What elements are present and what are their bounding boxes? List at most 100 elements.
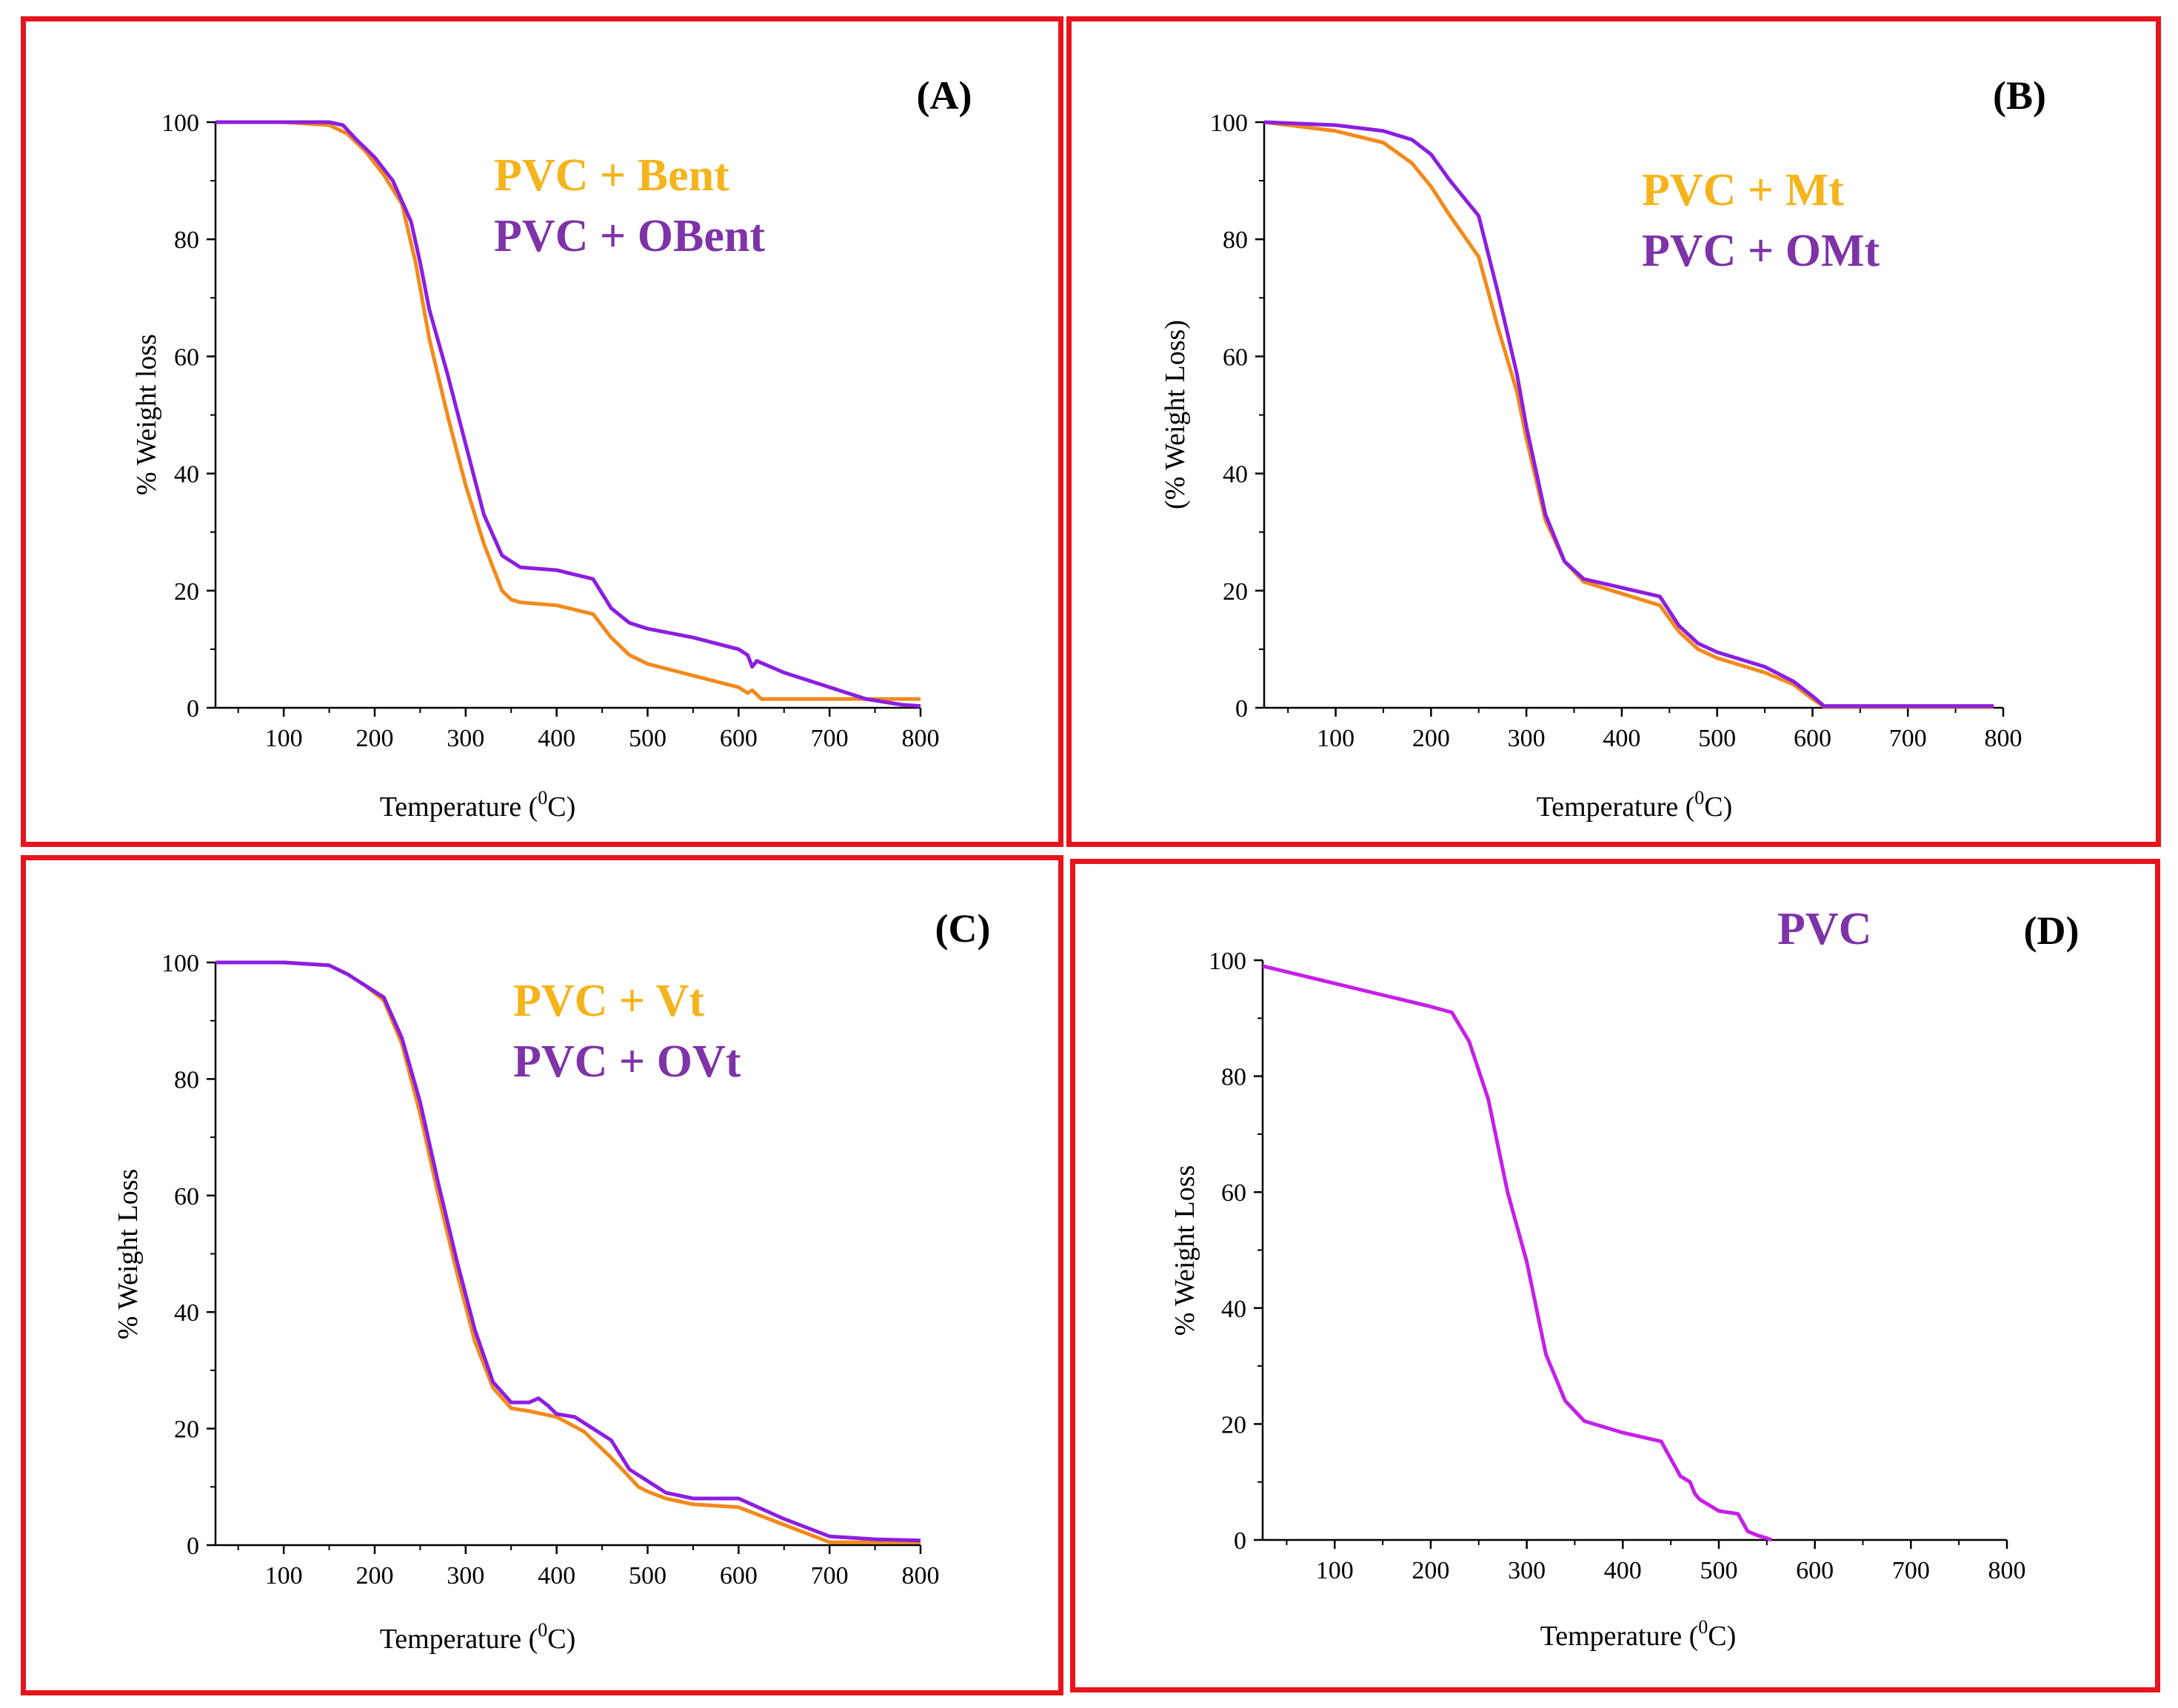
panel-label: (A): [917, 73, 972, 118]
y-axis-title: % Weight loss: [131, 334, 162, 495]
legend-entry: PVC + Mt: [1642, 165, 1844, 215]
x-tick-label: 700: [1889, 725, 1927, 752]
chart-a-svg: 100 200 300 400 500 600 700 800 0 20 40 60 80 100 Temp…: [131, 73, 972, 823]
y-tick-label: 20: [1223, 578, 1248, 606]
x-axis-title-end: C): [1708, 1621, 1736, 1652]
y-tick-label: 100: [1209, 948, 1246, 975]
x-tick-label: 400: [1603, 725, 1640, 752]
x-tick-label: 100: [1316, 1557, 1354, 1584]
x-tick-label: 600: [1796, 1557, 1834, 1584]
x-tick-label: 400: [538, 725, 575, 752]
y-tick-label: 40: [174, 1299, 199, 1327]
panel-label: (C): [935, 906, 991, 951]
y-axis-title: % Weight Loss: [113, 1169, 144, 1340]
x-tick-label: 400: [1604, 1557, 1642, 1584]
x-axis-title: Temperature (0C): [380, 787, 576, 823]
x-axis-title-sup: 0: [1698, 1616, 1708, 1638]
y-tick-label: 0: [187, 695, 199, 723]
y-tick-label: 80: [1221, 1064, 1246, 1091]
y-axis-title: % Weight Loss: [1169, 1165, 1200, 1336]
x-axis-title-sup: 0: [538, 1619, 547, 1641]
y-tick-label: 80: [174, 227, 199, 254]
panel-label: (B): [1993, 73, 2046, 118]
panel-label: (D): [2024, 908, 2080, 953]
x-axis-title-text: Temperature (: [380, 791, 538, 823]
x-tick-label: 500: [629, 1562, 667, 1590]
x-tick-label: 300: [1508, 725, 1546, 752]
y-tick-label: 40: [174, 461, 199, 489]
x-tick-label: 700: [811, 1562, 849, 1590]
x-axis-title-sup: 0: [538, 787, 547, 808]
x-tick-label: 600: [720, 1562, 758, 1590]
y-tick-label: 60: [1221, 1179, 1246, 1207]
x-tick-label: 100: [1317, 725, 1354, 752]
y-tick-label: 100: [1210, 110, 1248, 137]
x-tick-label: 200: [1412, 1557, 1449, 1584]
y-axis-title: (% Weight Loss): [1160, 320, 1191, 509]
series-line-pvc-ovt: [216, 960, 921, 1543]
y-tick-label: 100: [161, 110, 199, 137]
chart-panel-a: 100 200 300 400 500 600 700 800 0 20 40 60 80 100 Temp…: [21, 16, 1063, 847]
chart-c-svg: 100 200 300 400 500 600 700 800 0 20 40 60 80 100 Temp…: [113, 906, 991, 1655]
x-tick-label: 300: [447, 1562, 484, 1590]
x-axis-title-end: C): [547, 1624, 575, 1655]
x-tick-label: 700: [811, 725, 849, 752]
x-axis-title: Temperature (0C): [380, 1619, 576, 1655]
x-axis-title-end: C): [1704, 791, 1732, 823]
y-tick-label: 60: [1223, 344, 1248, 371]
x-tick-label: 200: [355, 1562, 393, 1590]
legend-entry: PVC + Vt: [513, 976, 704, 1026]
chart-d-svg: 100 200 300 400 500 600 700 800 0 20 40 60 80 100 Temp…: [1169, 904, 2080, 1652]
x-tick-label: 800: [902, 1562, 940, 1590]
chart-panel-d: 100 200 300 400 500 600 700 800 0 20 40 60 80 100 Temp…: [1070, 859, 2160, 1692]
x-axis-title-text: Temperature (: [1537, 791, 1695, 823]
legend-entry: PVC + OMt: [1642, 226, 1880, 276]
series-line-pvc: [1262, 964, 1773, 1542]
x-axis-title: Temperature (0C): [1540, 1616, 1737, 1652]
legend-entry: PVC + OBent: [494, 211, 765, 261]
y-tick-label: 0: [1234, 1527, 1246, 1555]
series-line-pvc-obent: [216, 120, 921, 709]
y-tick-label: 20: [1221, 1411, 1246, 1439]
series-line-pvc-omt: [1263, 120, 1994, 709]
x-tick-label: 800: [1988, 1557, 2026, 1584]
y-tick-label: 100: [161, 950, 199, 977]
y-tick-label: 0: [1235, 695, 1248, 723]
x-tick-label: 500: [1700, 1557, 1737, 1584]
x-tick-label: 500: [629, 725, 667, 752]
y-tick-label: 20: [174, 578, 199, 606]
x-axis-title-sup: 0: [1694, 787, 1704, 808]
series-line-pvc-bent: [216, 120, 921, 701]
x-tick-label: 800: [902, 725, 940, 752]
x-tick-label: 300: [447, 725, 484, 752]
y-tick-label: 40: [1221, 1296, 1246, 1323]
x-tick-label: 200: [355, 725, 393, 752]
y-tick-label: 60: [174, 1183, 199, 1210]
x-tick-label: 200: [1412, 725, 1450, 752]
x-tick-label: 400: [538, 1562, 575, 1590]
x-tick-label: 600: [1794, 725, 1831, 752]
x-axis-title-text: Temperature (: [1540, 1621, 1699, 1652]
chart-b-svg: 100 200 300 400 500 600 700 800 0 20 40 60 80 100 Temp…: [1160, 73, 2046, 823]
x-axis-title: Temperature (0C): [1537, 787, 1733, 823]
chart-panel-c: 100 200 300 400 500 600 700 800 0 20 40 60 80 100 Temp…: [21, 855, 1063, 1695]
x-tick-label: 800: [1985, 725, 2022, 752]
legend-entry: PVC + Bent: [494, 150, 729, 201]
x-tick-label: 600: [720, 725, 758, 752]
x-tick-label: 700: [1892, 1557, 1930, 1584]
y-tick-label: 80: [174, 1066, 199, 1094]
series-line-pvc-mt: [1263, 120, 1994, 709]
legend-entry: PVC + OVt: [513, 1036, 741, 1087]
y-tick-label: 40: [1223, 461, 1248, 489]
x-tick-label: 300: [1508, 1557, 1546, 1584]
x-tick-label: 100: [265, 1562, 303, 1590]
legend-entry: PVC: [1777, 904, 1871, 954]
chart-panel-b: 100 200 300 400 500 600 700 800 0 20 40 60 80 100 Temp…: [1066, 16, 2161, 847]
x-tick-label: 500: [1698, 725, 1736, 752]
x-axis-title-end: C): [547, 791, 575, 823]
y-tick-label: 0: [187, 1533, 199, 1560]
x-tick-label: 100: [265, 725, 303, 752]
y-tick-label: 20: [174, 1416, 199, 1444]
y-tick-label: 60: [174, 344, 199, 371]
x-axis-title-text: Temperature (: [380, 1624, 538, 1655]
